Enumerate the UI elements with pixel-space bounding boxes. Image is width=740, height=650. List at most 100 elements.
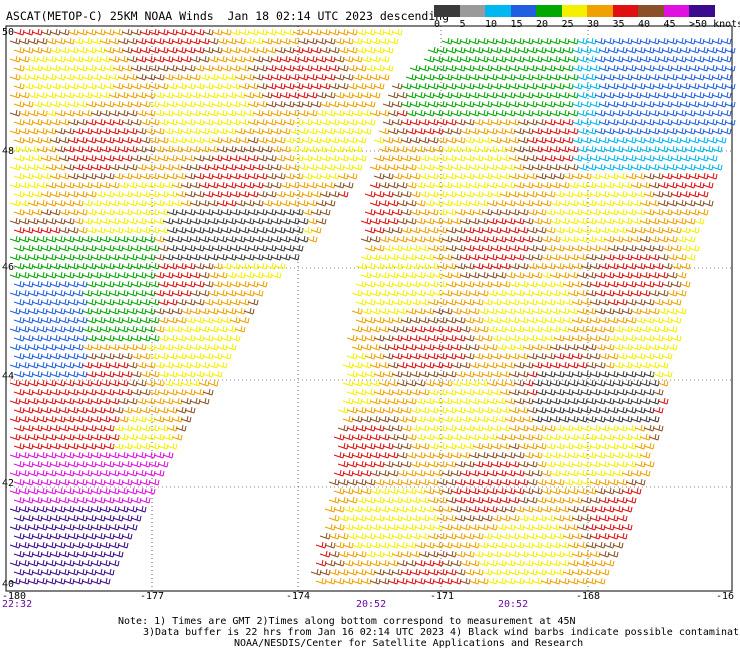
wind-barb — [387, 163, 399, 171]
wind-barb — [144, 361, 156, 369]
wind-barb — [103, 262, 115, 270]
wind-barb — [175, 352, 187, 360]
wind-barb — [445, 442, 457, 450]
wind-barb — [477, 487, 489, 495]
wind-barb — [22, 28, 34, 36]
wind-barb — [67, 424, 79, 432]
wind-barb — [396, 577, 408, 585]
wind-barb — [463, 64, 475, 72]
wind-barb — [423, 397, 435, 405]
wind-barb — [562, 172, 574, 180]
wind-barb — [432, 235, 444, 243]
wind-barb — [126, 163, 138, 171]
note-line-3: NOAA/NESDIS/Center for Satellite Applica… — [234, 638, 584, 649]
wind-barb — [112, 316, 124, 324]
wind-barb — [22, 532, 34, 540]
wind-barb — [589, 496, 601, 504]
wind-barb — [337, 424, 349, 432]
wind-barb — [382, 190, 394, 198]
wind-barb — [391, 478, 403, 486]
wind-barb — [40, 496, 52, 504]
wind-barb — [247, 208, 259, 216]
wind-barb — [373, 226, 385, 234]
wind-barb — [526, 226, 538, 234]
wind-barb — [409, 568, 421, 576]
wind-barb — [720, 127, 732, 135]
wind-barb — [697, 82, 709, 90]
wind-barb — [121, 424, 133, 432]
wind-barb — [436, 154, 448, 162]
wind-barb — [27, 91, 39, 99]
wind-barb — [499, 136, 511, 144]
wind-barb — [459, 415, 471, 423]
wind-barb — [54, 397, 66, 405]
wind-barb — [657, 181, 669, 189]
wind-barb — [54, 163, 66, 171]
wind-barb — [189, 91, 201, 99]
wind-barb — [346, 496, 358, 504]
wind-barb — [495, 109, 507, 117]
wind-barb — [526, 406, 538, 414]
wind-barb — [211, 190, 223, 198]
wind-barb — [58, 190, 70, 198]
wind-barb — [328, 532, 340, 540]
wind-barb — [99, 379, 111, 387]
wind-barb — [135, 469, 147, 477]
wind-barb — [594, 307, 606, 315]
wind-barb — [13, 478, 25, 486]
wind-barb — [481, 190, 493, 198]
wind-barb — [283, 100, 295, 108]
wind-barb — [657, 163, 669, 171]
wind-barb — [661, 118, 673, 126]
wind-barb — [108, 181, 120, 189]
wind-barb — [540, 379, 552, 387]
wind-barb — [508, 244, 520, 252]
wind-barb — [355, 280, 367, 288]
wind-barb — [477, 271, 489, 279]
wind-barb — [76, 172, 88, 180]
wind-barb — [594, 289, 606, 297]
wind-barb — [454, 64, 466, 72]
wind-barb — [364, 550, 376, 558]
wind-barb — [436, 298, 448, 306]
wind-barb — [72, 451, 84, 459]
wind-barb — [580, 442, 592, 450]
wind-barb — [166, 334, 178, 342]
wind-barb — [139, 370, 151, 378]
wind-barb — [526, 190, 538, 198]
wind-barb — [220, 226, 232, 234]
wind-barb — [126, 397, 138, 405]
wind-barb — [22, 442, 34, 450]
wind-barb — [387, 181, 399, 189]
wind-barb — [535, 46, 547, 54]
wind-barb — [427, 262, 439, 270]
wind-barb — [630, 109, 642, 117]
wind-barb — [198, 361, 210, 369]
wind-barb — [360, 433, 372, 441]
wind-barb — [679, 280, 691, 288]
wind-barb — [499, 82, 511, 90]
wind-barb — [490, 154, 502, 162]
wind-barb — [648, 397, 660, 405]
wind-barb — [112, 208, 124, 216]
wind-barb — [724, 100, 736, 108]
wind-barb — [337, 28, 349, 36]
wind-barb — [189, 37, 201, 45]
wind-barb — [18, 325, 30, 333]
wind-barb — [351, 73, 363, 81]
wind-barb — [261, 253, 273, 261]
wind-barb — [328, 568, 340, 576]
wind-barb — [112, 244, 124, 252]
wind-barb — [535, 208, 547, 216]
wind-barb — [31, 262, 43, 270]
wind-barb — [157, 190, 169, 198]
wind-barb — [670, 262, 682, 270]
wind-barb — [414, 415, 426, 423]
wind-barb — [153, 451, 165, 459]
wind-barb — [337, 64, 349, 72]
wind-barb — [517, 568, 529, 576]
wind-barb — [135, 181, 147, 189]
wind-barb — [234, 73, 246, 81]
wind-barb — [193, 190, 205, 198]
wind-barb — [351, 37, 363, 45]
